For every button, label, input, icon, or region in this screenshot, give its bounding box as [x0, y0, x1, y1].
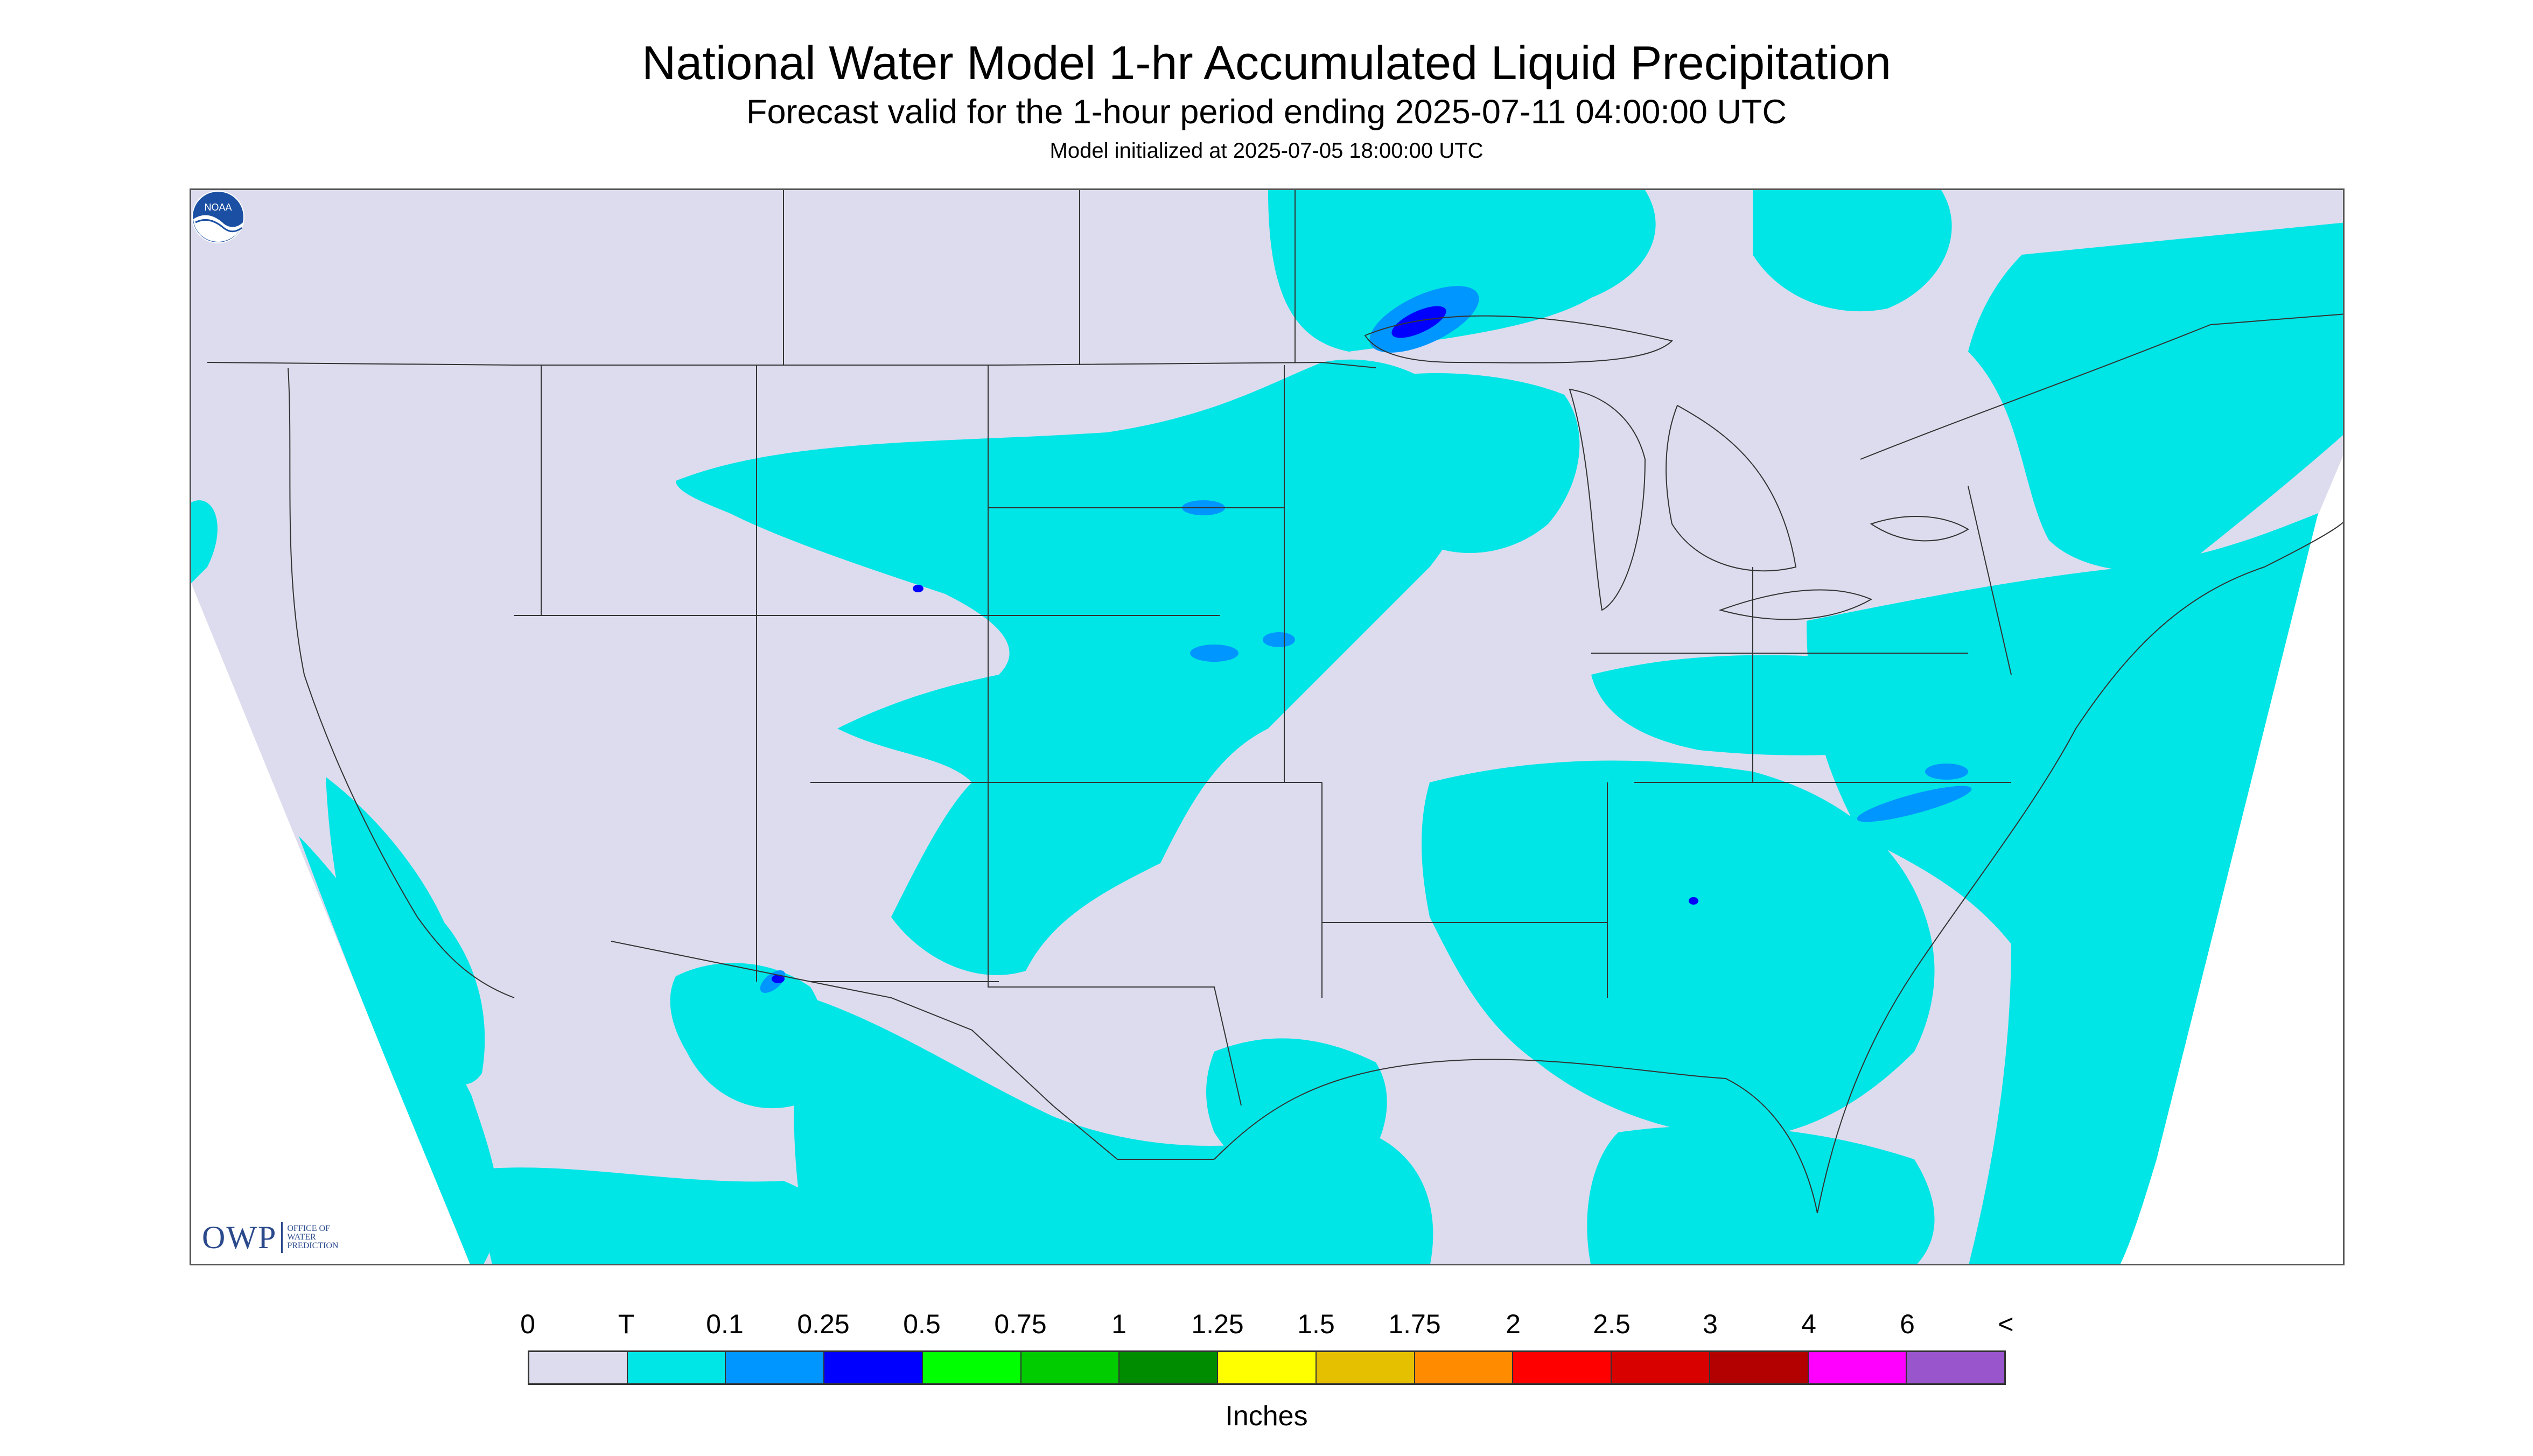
legend-tick-label: 0.25: [797, 1309, 850, 1339]
map-title: National Water Model 1-hr Accumulated Li…: [641, 36, 1892, 89]
owp-logo-divider: [281, 1222, 283, 1253]
legend-tick-labels: 0 T 0.1 0.25 0.5 0.75 1 1.25 1.5 1.75 2 2.5 3 4 6 <: [520, 1308, 2014, 1341]
legend-tick-label: 6: [1900, 1309, 1915, 1339]
legend-swatch: [1119, 1352, 1219, 1383]
legend-swatch: [1415, 1352, 1514, 1383]
legend-tick-label: 2.5: [1593, 1309, 1631, 1339]
legend-swatch: [1021, 1352, 1120, 1383]
great-lakes: [1364, 315, 1969, 620]
legend-tick-label: 0.75: [994, 1309, 1047, 1339]
owp-logo-line-1: OFFICE OF: [287, 1224, 330, 1233]
map-canvas: [191, 190, 2343, 1264]
legend-tick-label: T: [618, 1309, 635, 1339]
legend-swatch: [627, 1352, 726, 1383]
trace-precip-areas: [191, 190, 2343, 1264]
noaa-logo-text: NOAA: [204, 202, 232, 213]
owp-logo-line-2: WATER: [287, 1233, 316, 1242]
precipitation-map: OWP OFFICE OF WATER PREDICTION NOAA: [190, 188, 2345, 1265]
legend-tick-label: 1: [1111, 1309, 1126, 1339]
owp-logo-subtext: OFFICE OF WATER PREDICTION: [287, 1224, 338, 1250]
legend-swatch: [1513, 1352, 1612, 1383]
legend-tick-label: 0.5: [903, 1309, 941, 1339]
map-subtitle: Forecast valid for the 1-hour period end…: [746, 93, 1787, 131]
legend-swatch: [824, 1352, 923, 1383]
noaa-logo: NOAA: [192, 191, 244, 243]
legend-swatch: [922, 1352, 1021, 1383]
legend-tick-label: <: [1998, 1309, 2014, 1339]
legend-tick-label: 0: [520, 1309, 535, 1339]
legend-swatch: [1218, 1352, 1317, 1383]
model-init-line: Model initialized at 2025-07-05 18:00:00…: [1049, 139, 1484, 163]
legend-swatch: [1710, 1352, 1809, 1383]
legend-tick-label: 1.25: [1191, 1309, 1244, 1339]
heavy-precip-areas: [772, 306, 1698, 983]
legend-tick-label: 1.75: [1388, 1309, 1441, 1339]
legend-swatch: [726, 1352, 825, 1383]
legend-tick-label: 4: [1801, 1309, 1816, 1339]
legend-swatch: [529, 1352, 628, 1383]
legend-tick-label: 2: [1506, 1309, 1521, 1339]
legend-swatch: [1808, 1352, 1907, 1383]
owp-logo-text: OWP: [202, 1219, 277, 1255]
owp-logo: OWP OFFICE OF WATER PREDICTION: [202, 1219, 338, 1256]
precipitation-legend: 0 T 0.1 0.25 0.5 0.75 1 1.25 1.5 1.75 2 2.5 3 4 6 <: [520, 1308, 2014, 1428]
legend-tick-label: 1.5: [1297, 1309, 1335, 1339]
legend-units-label: Inches: [1225, 1401, 1308, 1432]
legend-swatch: [1316, 1352, 1415, 1383]
legend-swatch: [1612, 1352, 1710, 1383]
legend-tick-label: 0.1: [706, 1309, 744, 1339]
legend-swatch: [1907, 1352, 2005, 1383]
owp-logo-line-3: PREDICTION: [287, 1241, 339, 1250]
state-boundaries: [207, 190, 2343, 1214]
legend-tick-label: 3: [1703, 1309, 1718, 1339]
legend-color-bar: [528, 1350, 2006, 1385]
